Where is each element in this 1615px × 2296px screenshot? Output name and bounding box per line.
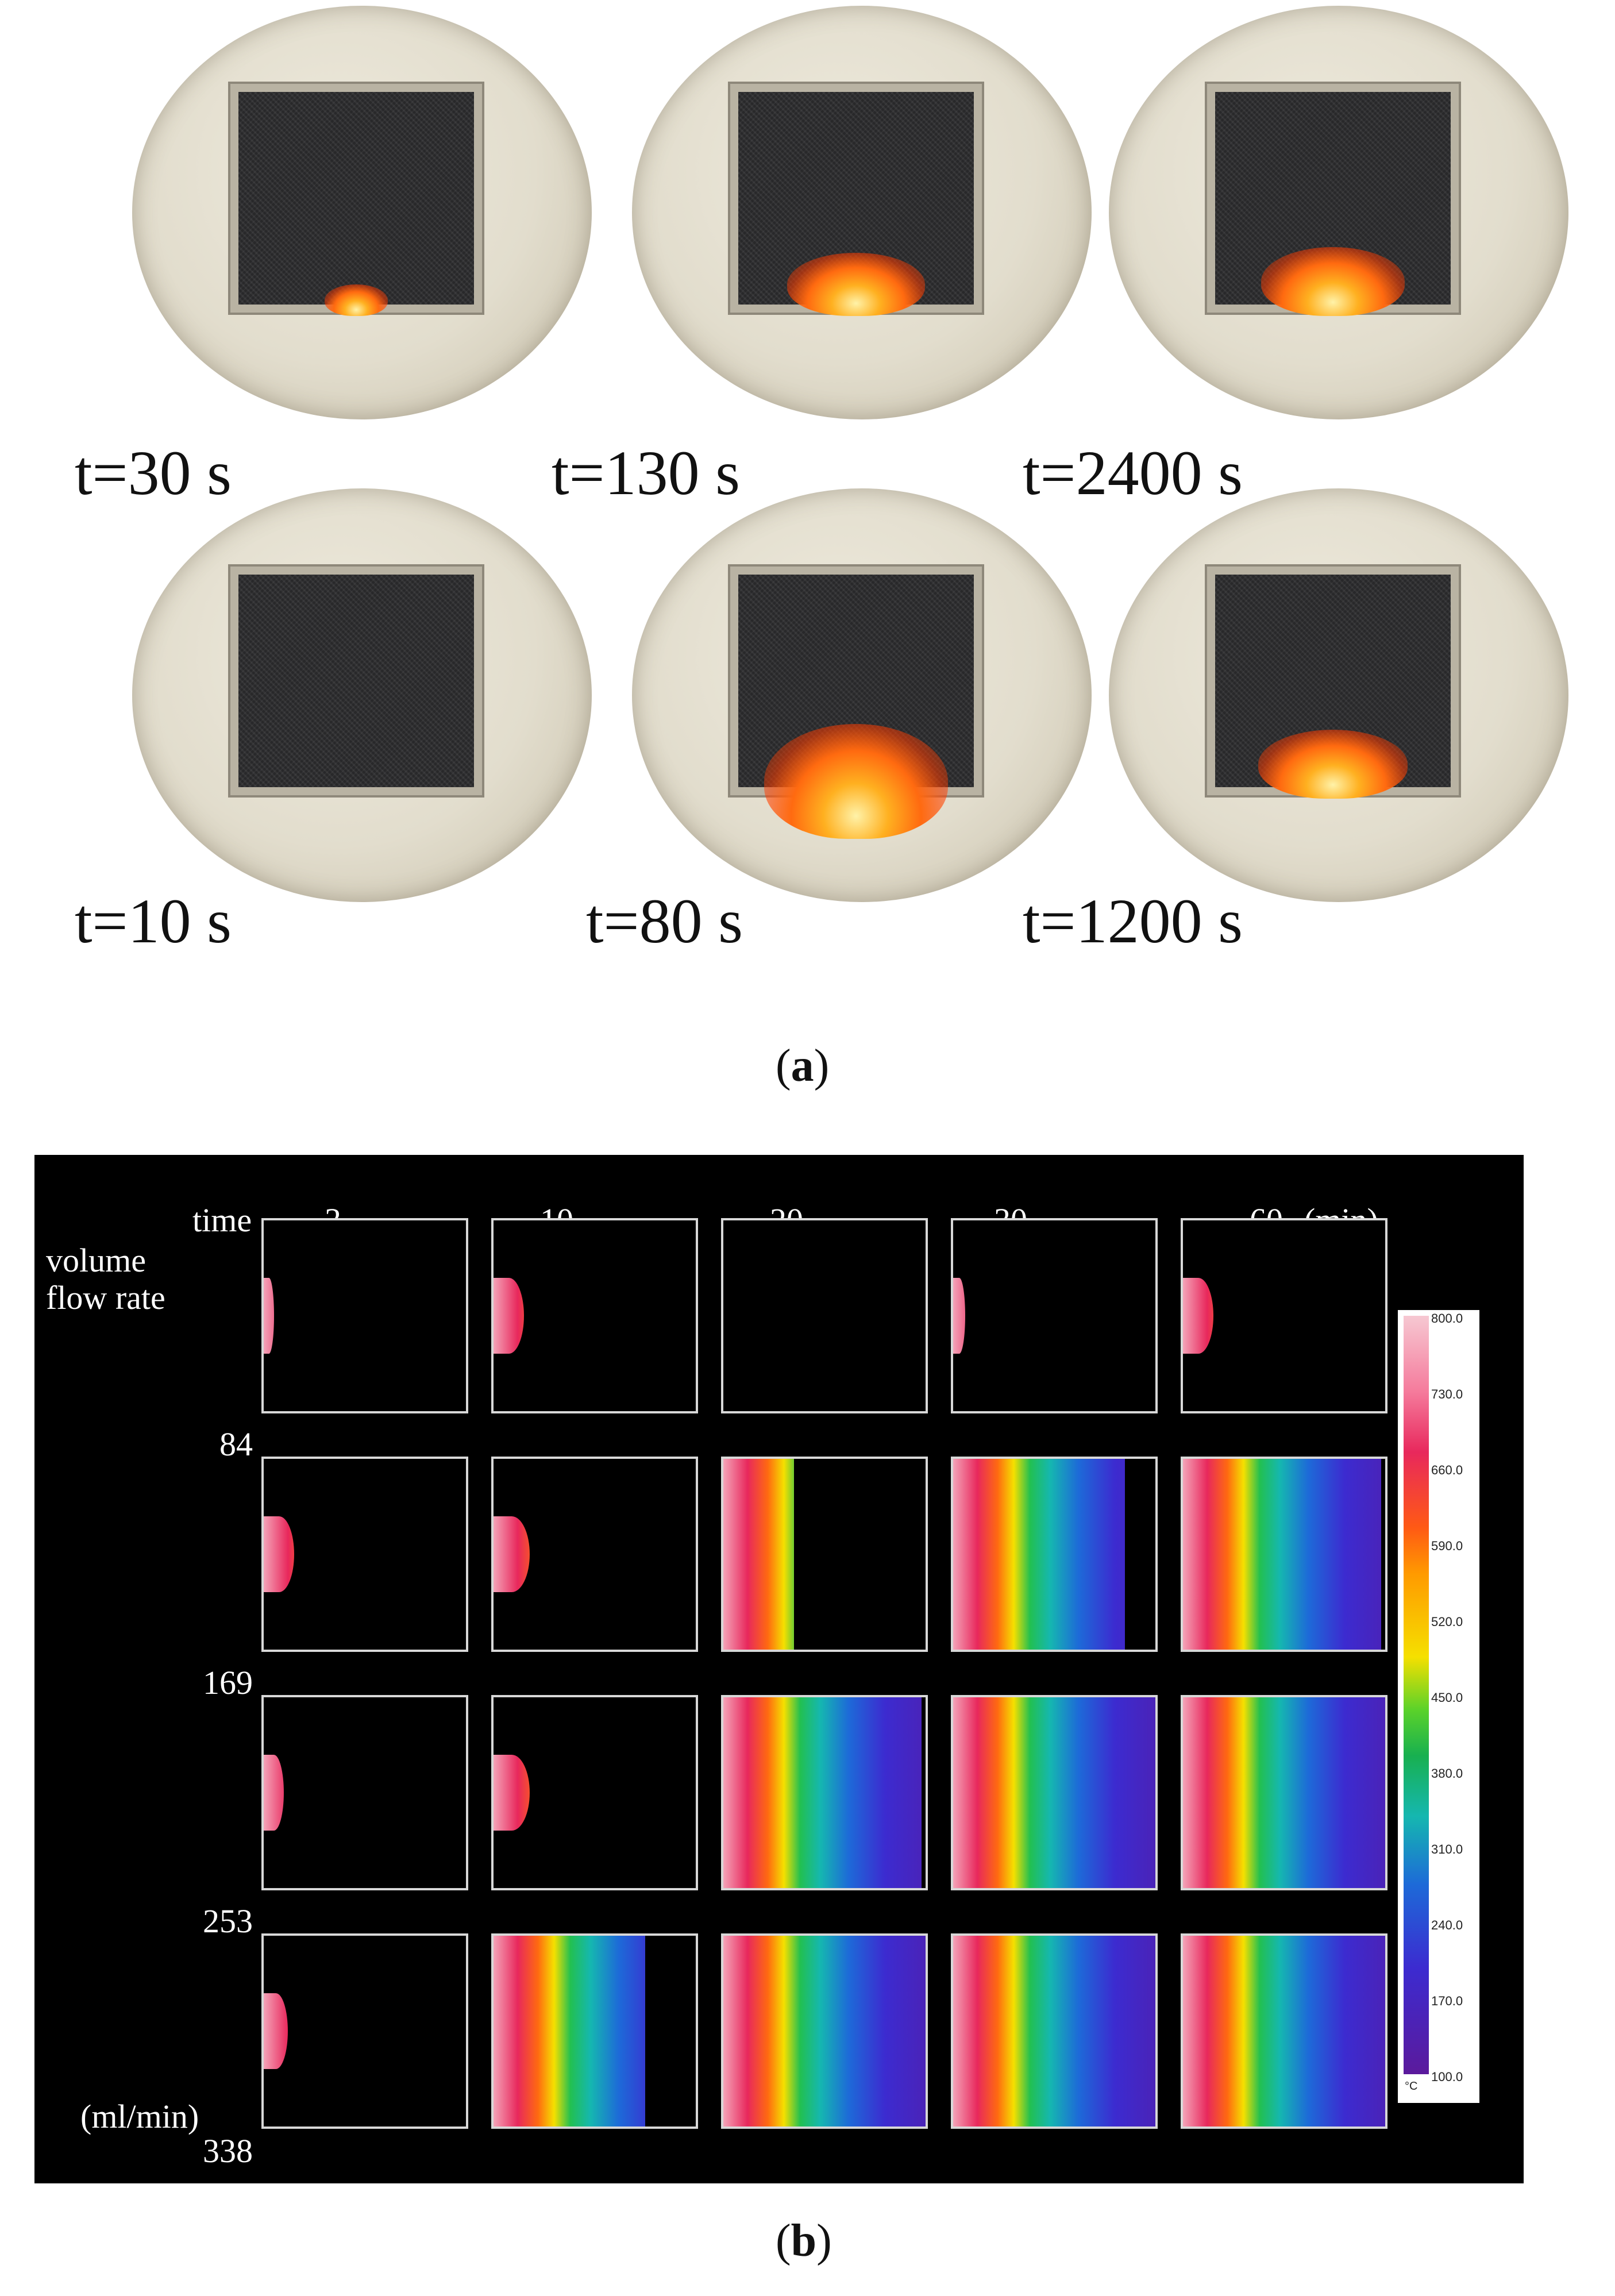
temperature-colorbar: 800.0 730.0 660.0 590.0 520.0 450.0 380.0 310.0… <box>1398 1310 1479 2103</box>
combustion-glow <box>1258 730 1408 799</box>
colorbar-tick-label: 100.0 <box>1431 2070 1463 2084</box>
colorbar-tick-label: 800.0 <box>1431 1311 1463 1326</box>
thermal-image-grid: time 3 10 20 30 60 (min) volume flow rat… <box>34 1155 1524 2183</box>
thermal-cell <box>721 1457 928 1652</box>
thermal-cell <box>721 1218 928 1413</box>
thermal-cell <box>491 1457 698 1652</box>
colorbar-tick-label: 310.0 <box>1431 1842 1463 1856</box>
heat-region <box>1183 1277 1213 1354</box>
heat-region <box>494 1754 530 1831</box>
thermal-cell <box>1181 1457 1387 1652</box>
heat-region <box>723 1936 926 2127</box>
rate-label-338: 338 <box>203 2132 253 2170</box>
colorbar-tick-label: 590.0 <box>1431 1539 1463 1553</box>
thermal-cell <box>491 1933 698 2129</box>
combustion-glow <box>787 253 925 316</box>
thermal-cell <box>951 1695 1158 1890</box>
combustion-glow <box>764 724 948 839</box>
sample-disc-t130 <box>632 6 1092 419</box>
rate-label-253: 253 <box>203 1902 253 1940</box>
thermal-cell <box>261 1457 468 1652</box>
heat-region <box>953 1277 965 1354</box>
heat-region <box>1183 1459 1381 1650</box>
colorbar-tick-label: 730.0 <box>1431 1387 1463 1401</box>
heat-region <box>264 1516 294 1593</box>
colorbar-unit: °C <box>1405 2080 1418 2093</box>
sample-square <box>1215 575 1451 799</box>
sample-disc-t10 <box>132 488 592 902</box>
colorbar-tick-label: 170.0 <box>1431 1994 1463 2008</box>
caption-a: (a) <box>776 1041 830 1091</box>
combustion-glow <box>1261 247 1405 316</box>
heat-region <box>1183 1697 1385 1888</box>
colorbar-tick-label: 520.0 <box>1431 1615 1463 1629</box>
heat-region <box>264 1993 288 2070</box>
heat-region <box>723 1459 794 1650</box>
sample-disc-t80 <box>632 488 1092 902</box>
thermal-cell <box>951 1933 1158 2129</box>
thermal-cell <box>951 1457 1158 1652</box>
thermal-cell <box>1181 1218 1387 1413</box>
heat-region <box>953 1936 1155 2127</box>
colorbar-gradient <box>1404 1316 1429 2074</box>
sample-square <box>738 575 974 839</box>
colorbar-tick-label: 660.0 <box>1431 1463 1463 1477</box>
thermal-cell <box>491 1695 698 1890</box>
colorbar-tick-label: 450.0 <box>1431 1690 1463 1705</box>
sample-square <box>238 92 474 316</box>
sample-disc-t30 <box>132 6 592 419</box>
heat-region <box>1183 1936 1385 2127</box>
time-label-t30: t=30 s <box>75 438 232 508</box>
thermal-cell <box>721 1933 928 2129</box>
sample-disc-t1200 <box>1109 488 1568 902</box>
rate-unit-label: (ml/min) <box>80 2098 199 2135</box>
time-label-t10: t=10 s <box>75 886 232 956</box>
time-label-t2400: t=2400 s <box>1023 438 1243 508</box>
row-header-volume: volume <box>46 1242 146 1279</box>
heat-region <box>494 1936 645 2127</box>
time-label-t130: t=130 s <box>552 438 740 508</box>
thermal-cell <box>261 1218 468 1413</box>
rate-label-169: 169 <box>203 1664 253 1701</box>
sample-square <box>238 575 474 787</box>
rate-label-84: 84 <box>219 1426 253 1463</box>
colorbar-tick-label: 380.0 <box>1431 1766 1463 1781</box>
thermal-cell <box>721 1695 928 1890</box>
caption-b: (b) <box>776 2216 832 2266</box>
heat-region <box>723 1697 922 1888</box>
thermal-cell <box>491 1218 698 1413</box>
sample-disc-t2400 <box>1109 6 1568 419</box>
heat-region <box>264 1754 284 1831</box>
thermal-cell <box>261 1695 468 1890</box>
thermal-cell <box>261 1933 468 2129</box>
thermal-cell <box>951 1218 1158 1413</box>
heat-region <box>953 1459 1125 1650</box>
combustion-glow <box>325 284 388 316</box>
time-header: time <box>192 1201 252 1239</box>
thermal-cell <box>1181 1933 1387 2129</box>
colorbar-tick-label: 240.0 <box>1431 1918 1463 1932</box>
time-label-t80: t=80 s <box>586 886 743 956</box>
heat-region <box>953 1697 1155 1888</box>
heat-region <box>494 1516 530 1593</box>
heat-region <box>264 1277 274 1354</box>
heat-region <box>494 1277 524 1354</box>
photo-panel-a: t=30 s t=130 s t=2400 s t=10 s t=80 s t=… <box>0 0 1615 1126</box>
thermal-cell <box>1181 1695 1387 1890</box>
sample-square <box>1215 92 1451 316</box>
time-label-t1200: t=1200 s <box>1023 886 1243 956</box>
sample-square <box>738 92 974 316</box>
row-header-flow-rate: flow rate <box>46 1279 165 1316</box>
